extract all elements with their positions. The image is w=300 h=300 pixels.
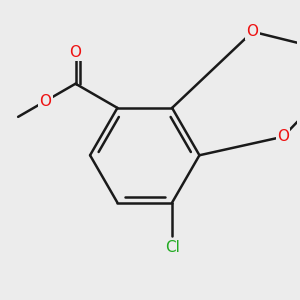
Text: O: O — [70, 45, 82, 60]
Text: O: O — [247, 24, 259, 39]
Text: Cl: Cl — [165, 241, 179, 256]
Text: O: O — [277, 129, 289, 144]
Text: O: O — [40, 94, 52, 109]
